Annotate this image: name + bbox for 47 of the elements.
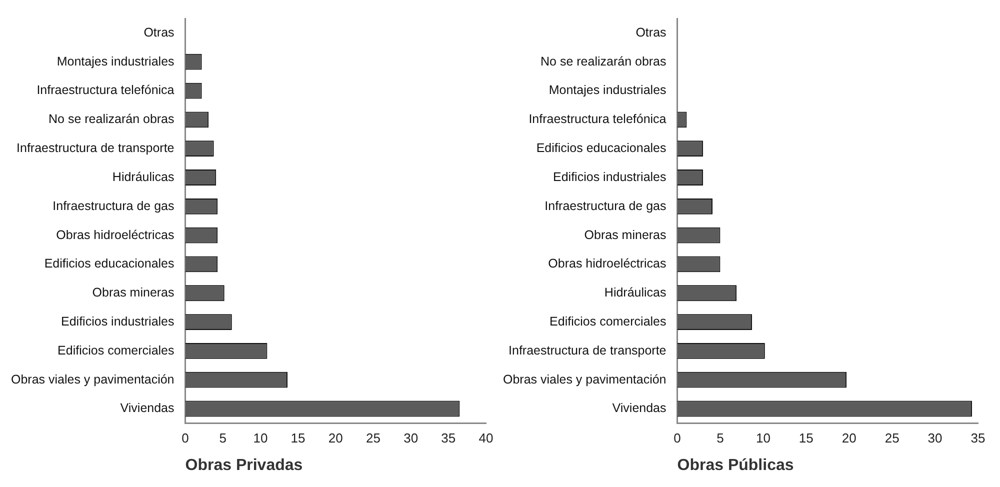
y-tick-label: Infraestructura de gas — [544, 198, 666, 213]
y-tick-label: Edificios comerciales — [550, 314, 666, 328]
x-tick-label: 0 — [182, 430, 189, 446]
y-tick-label: Infraestructura telefónica — [36, 83, 174, 98]
y-tick-label: No se realizarán obras — [48, 112, 174, 126]
y-tick-label: No se realizarán obras — [540, 54, 666, 68]
y-tick-label: Infraestructura de transporte — [508, 343, 666, 358]
y-tick-label: Viviendas — [612, 401, 666, 416]
y-tick-label: Edificios comerciales — [58, 343, 174, 358]
y-tick-label: Edificios industriales — [553, 170, 666, 184]
y-tick-label: Edificios educacionales — [44, 256, 174, 271]
x-tick-label: 30 — [928, 430, 942, 446]
x-tick-label: 30 — [404, 430, 418, 446]
y-tick-label: Obras viales y pavimentación — [10, 372, 174, 386]
x-tick-label: 20 — [842, 430, 856, 446]
y-tick-label: Obras hidroeléctricas — [56, 228, 174, 242]
x-tick-label: 10 — [253, 430, 268, 446]
y-tick-label: Infraestructura de gas — [52, 198, 174, 213]
y-tick-label: Infraestructura de transporte — [16, 141, 174, 156]
y-tick-label: Montajes industriales — [548, 83, 666, 98]
x-axis-title: Obras Públicas — [677, 456, 794, 474]
y-tick-label: Otras — [636, 25, 666, 40]
y-tick-label: Obras hidroeléctricas — [548, 256, 666, 271]
x-tick-label: 0 — [674, 430, 681, 446]
y-tick-label: Hidráulicas — [604, 286, 666, 300]
y-tick-label: Obras mineras — [92, 286, 174, 300]
x-tick-label: 10 — [756, 430, 770, 446]
x-tick-label: 35 — [970, 430, 986, 446]
x-tick-label: 40 — [478, 430, 494, 446]
x-axis-title: Obras Privadas — [185, 456, 303, 474]
x-tick-label: 5 — [716, 430, 724, 446]
x-tick-label: 20 — [328, 430, 343, 446]
y-tick-label: Hidráulicas — [112, 170, 174, 184]
y-tick-label: Infraestructura telefónica — [528, 112, 666, 126]
x-tick-label: 15 — [798, 430, 814, 446]
y-tick-label: Otras — [144, 25, 174, 40]
x-tick-label: 25 — [884, 430, 900, 446]
y-tick-label: Obras viales y pavimentación — [502, 372, 666, 386]
y-tick-label: Edificios educacionales — [536, 141, 666, 156]
x-tick-label: 25 — [366, 430, 380, 446]
y-tick-label: Montajes industriales — [56, 54, 174, 68]
y-tick-label: Obras mineras — [584, 228, 666, 242]
x-tick-label: 35 — [441, 430, 456, 446]
y-tick-label: Edificios industriales — [61, 314, 174, 328]
x-tick-label: 5 — [219, 430, 226, 446]
x-tick-label: 15 — [290, 430, 306, 446]
y-tick-label: Viviendas — [120, 401, 174, 416]
